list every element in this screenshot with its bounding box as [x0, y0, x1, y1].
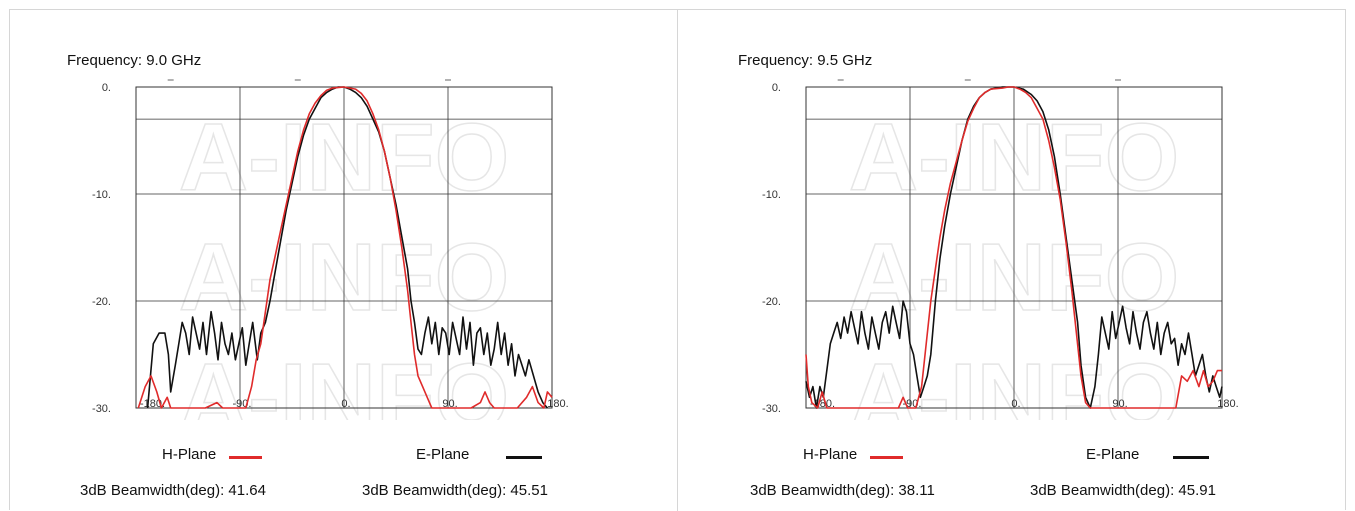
h-plane-legend-swatch [870, 456, 903, 459]
x-tick-label: 90. [442, 398, 457, 410]
x-tick-label: 0. [1011, 398, 1020, 410]
x-tick-label: 180. [547, 398, 568, 410]
y-tick-label: 0. [102, 82, 111, 94]
h-plane-legend-swatch [229, 456, 262, 459]
y-tick-label: -10. [762, 189, 781, 201]
h-plane-legend-label: H-Plane [162, 446, 217, 463]
h-plane-legend-label: H-Plane [803, 446, 858, 463]
panel-divider [677, 9, 678, 511]
y-tick-label: -30. [92, 403, 111, 415]
y-tick-label: -10. [92, 189, 111, 201]
pattern-panel-1: Frequency: 9.0 GHz A-INFO A-INFO A-INFO 0. -… [0, 0, 677, 511]
y-tick-label: 0. [772, 82, 781, 94]
e-plane-beamwidth: 3dB Beamwidth(deg): 45.51 [362, 482, 548, 499]
h-plane-series-line [137, 86, 553, 409]
h-plane-beamwidth: 3dB Beamwidth(deg): 41.64 [80, 482, 266, 499]
h-plane-beamwidth: 3dB Beamwidth(deg): 38.11 [750, 482, 935, 499]
e-plane-beamwidth: 3dB Beamwidth(deg): 45.91 [1030, 482, 1216, 499]
x-tick-label: 0. [341, 398, 350, 410]
e-plane-legend-label: E-Plane [1086, 446, 1140, 463]
e-plane-series-line [146, 86, 549, 409]
e-plane-legend-swatch [1173, 456, 1209, 459]
frequency-label: Frequency: 9.0 GHz [67, 52, 202, 69]
x-tick-label: 180. [1217, 398, 1238, 410]
pattern-panel-2: Frequency: 9.5 GHz A-INFO A-INFO A-INFO 0. -… [670, 0, 1347, 511]
e-plane-legend-label: E-Plane [416, 446, 470, 463]
x-tick-label: 90. [1112, 398, 1127, 410]
y-tick-label: -30. [762, 403, 781, 415]
y-tick-label: -20. [92, 296, 111, 308]
h-plane-series-line [805, 86, 1222, 409]
e-plane-legend-swatch [506, 456, 542, 459]
frequency-label: Frequency: 9.5 GHz [738, 52, 873, 69]
y-tick-label: -20. [762, 296, 781, 308]
